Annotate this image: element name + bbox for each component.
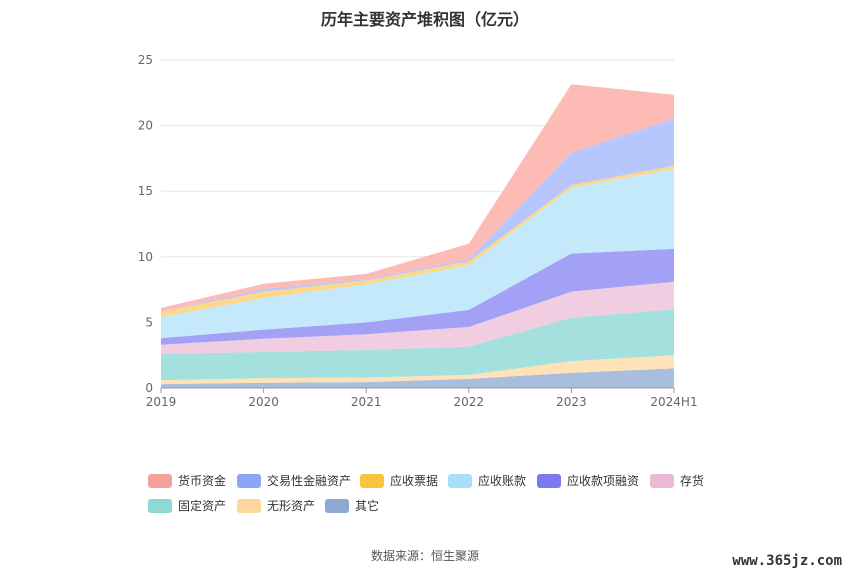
area-其它[interactable] xyxy=(161,368,674,388)
x-tick-label: 2019 xyxy=(146,395,177,409)
legend-swatch xyxy=(325,498,349,513)
area-存货[interactable] xyxy=(161,281,674,354)
x-tick-label: 2020 xyxy=(248,395,279,409)
x-tick-label: 2022 xyxy=(454,395,485,409)
legend-label: 应收票据 xyxy=(390,474,439,488)
stacked-area-chart: 0 5 10 15 20 25 2019 2020 2021 2022 2023 2024H1 xyxy=(138,53,698,409)
legend-swatch xyxy=(237,498,261,513)
area-交易性金融资产[interactable] xyxy=(161,118,674,312)
legend-item-固定资产[interactable]: 固定资产 xyxy=(148,497,226,515)
legend-swatch xyxy=(148,498,172,513)
area-货币资金[interactable] xyxy=(161,84,674,312)
y-tick-label: 5 xyxy=(145,315,153,329)
legend-swatch xyxy=(360,473,384,488)
data-source: 数据来源：恒生聚源 xyxy=(370,549,479,563)
legend-swatch xyxy=(537,473,561,488)
legend-label: 货币资金 xyxy=(178,474,227,488)
y-tick-label: 10 xyxy=(138,250,153,264)
legend-label: 应收账款 xyxy=(478,474,527,488)
legend-item-应收票据[interactable]: 应收票据 xyxy=(360,472,438,490)
x-tick-label: 2021 xyxy=(351,395,382,409)
legend-swatch xyxy=(237,473,261,488)
y-tick-label: 15 xyxy=(138,184,153,198)
legend-swatch xyxy=(448,473,472,488)
x-tick-label: 2023 xyxy=(556,395,587,409)
legend-label: 交易性金融资产 xyxy=(267,474,352,488)
y-tick-label: 20 xyxy=(138,119,153,133)
area-固定资产[interactable] xyxy=(161,309,674,381)
area-series xyxy=(161,84,674,388)
legend-item-应收账款[interactable]: 应收账款 xyxy=(448,472,526,490)
legend-item-无形资产[interactable]: 无形资产 xyxy=(237,497,315,515)
legend-label: 无形资产 xyxy=(267,499,316,513)
area-应收票据[interactable] xyxy=(161,165,674,318)
tick-labels: 0 5 10 15 20 25 2019 2020 2021 2022 2023 2024H1 xyxy=(138,53,698,409)
legend-swatch xyxy=(650,473,674,488)
legend-item-其它[interactable]: 其它 xyxy=(325,497,379,515)
y-tick-label: 25 xyxy=(138,53,153,67)
legend-label: 存货 xyxy=(680,474,705,488)
watermark: www.365jz.com xyxy=(732,553,842,569)
legend-swatch xyxy=(148,473,172,488)
legend-item-货币资金[interactable]: 货币资金 xyxy=(148,472,226,490)
chart-title: 历年主要资产堆积图（亿元） xyxy=(320,10,529,29)
x-tick-label: 2024H1 xyxy=(650,395,697,409)
area-无形资产[interactable] xyxy=(161,355,674,385)
legend-item-交易性金融资产[interactable]: 交易性金融资产 xyxy=(237,472,351,490)
legend-item-应收款项融资[interactable]: 应收款项融资 xyxy=(537,472,639,490)
legend-label: 固定资产 xyxy=(178,499,227,513)
legend-label: 应收款项融资 xyxy=(567,474,640,488)
area-应收款项融资[interactable] xyxy=(161,248,674,345)
y-tick-label: 0 xyxy=(145,381,153,395)
legend-item-存货[interactable]: 存货 xyxy=(650,472,704,490)
area-应收账款[interactable] xyxy=(161,168,674,339)
axes xyxy=(160,387,675,393)
legend-label: 其它 xyxy=(355,499,380,513)
